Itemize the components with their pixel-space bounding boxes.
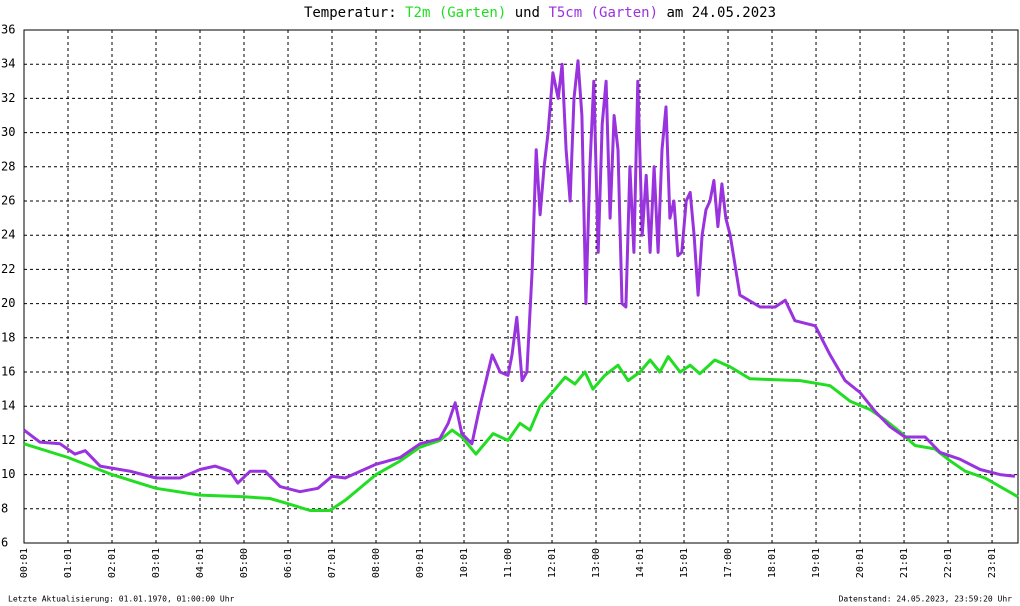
y-tick-label: 24 bbox=[1, 228, 15, 242]
x-tick-label: 19:01 bbox=[811, 548, 822, 578]
series-line bbox=[23, 59, 1016, 494]
x-tick-label: 09:01 bbox=[415, 548, 426, 578]
x-tick-label: 11:00 bbox=[503, 548, 514, 578]
y-tick-label: 20 bbox=[1, 296, 15, 310]
y-tick-label: 12 bbox=[1, 433, 15, 447]
y-tick-label: 30 bbox=[1, 125, 15, 139]
footer-right: Datenstand: 24.05.2023, 23:59:20 Uhr bbox=[839, 595, 1013, 604]
series-line bbox=[23, 355, 1019, 512]
y-tick-label: 34 bbox=[1, 57, 15, 71]
y-tick-label: 10 bbox=[1, 467, 15, 481]
x-tick-label: 13:00 bbox=[591, 548, 602, 578]
x-tick-label: 14:01 bbox=[635, 548, 646, 578]
y-tick-label: 14 bbox=[1, 399, 15, 413]
x-tick-label: 18:01 bbox=[767, 548, 778, 578]
y-tick-label: 36 bbox=[1, 23, 15, 37]
y-tick-label: 28 bbox=[1, 159, 15, 173]
x-tick-label: 23:01 bbox=[987, 548, 998, 578]
title-part: am 24.05.2023 bbox=[666, 5, 776, 21]
x-tick-label: 04:01 bbox=[195, 548, 206, 578]
x-tick-label: 20:01 bbox=[855, 548, 866, 578]
x-tick-label: 21:01 bbox=[899, 548, 910, 578]
x-tick-label: 22:01 bbox=[943, 548, 954, 578]
chart-title: Temperatur: T2m (Garten) und T5cm (Garte… bbox=[304, 5, 776, 21]
legend-entry: T5cm (Garten) bbox=[548, 5, 658, 21]
y-tick-label: 32 bbox=[1, 91, 15, 105]
x-tick-label: 02:01 bbox=[107, 548, 118, 578]
x-tick-label: 01:01 bbox=[63, 548, 74, 578]
y-tick-label: 18 bbox=[1, 330, 15, 344]
y-tick-label: 8 bbox=[1, 501, 8, 515]
x-tick-label: 17:00 bbox=[723, 548, 734, 578]
y-tick-label: 22 bbox=[1, 262, 15, 276]
footer-left: Letzte Aktualisierung: 01.01.1970, 01:00… bbox=[8, 595, 235, 604]
x-tick-label: 08:00 bbox=[371, 548, 382, 578]
x-tick-label: 12:01 bbox=[547, 548, 558, 578]
x-tick-label: 10:01 bbox=[459, 548, 470, 578]
x-tick-label: 00:01 bbox=[19, 548, 30, 578]
y-tick-label: 26 bbox=[1, 194, 15, 208]
x-tick-label: 05:00 bbox=[239, 548, 250, 578]
x-tick-label: 15:01 bbox=[679, 548, 690, 578]
plot-frame bbox=[23, 29, 1019, 544]
y-tick-label: 16 bbox=[1, 365, 15, 379]
x-tick-label: 07:01 bbox=[327, 548, 338, 578]
x-tick-label: 03:01 bbox=[151, 548, 162, 578]
y-tick-label: 6 bbox=[1, 536, 8, 550]
legend-entry: T2m (Garten) bbox=[405, 5, 506, 21]
x-tick-label: 06:01 bbox=[283, 548, 294, 578]
title-part: Temperatur: bbox=[304, 5, 397, 21]
title-part: und bbox=[515, 5, 540, 21]
